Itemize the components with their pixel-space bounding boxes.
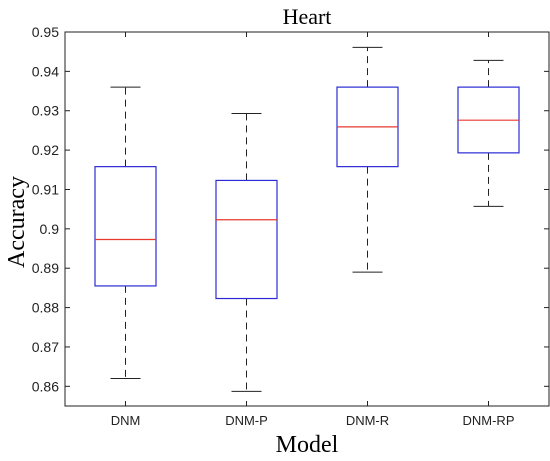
plot-frame	[64, 31, 550, 407]
y-tick-label: 0.9	[40, 221, 60, 237]
chart-title: Heart	[283, 4, 332, 29]
x-tick-label: DNM-P	[225, 413, 268, 428]
iqr-box	[94, 166, 157, 287]
box-series	[94, 46, 520, 392]
iqr-box	[215, 179, 278, 300]
x-axis-label: Model	[276, 432, 339, 458]
x-tick-label: DNM-R	[346, 413, 389, 428]
y-tick-label: 0.91	[32, 181, 59, 197]
x-tick-label: DNM-RP	[463, 413, 515, 428]
y-tick-label: 0.89	[32, 260, 59, 276]
box-dnm	[94, 86, 157, 379]
box-dnm-r	[336, 46, 399, 273]
y-tick-label: 0.95	[32, 24, 59, 40]
y-tick-label: 0.87	[32, 339, 59, 355]
box-dnm-p	[215, 112, 278, 392]
axis-ticks: 0.86 0.87 0.88 0.89 0.9 0.91 0.92 0.93 0.94 0.95 D…	[32, 24, 549, 428]
y-tick-label: 0.94	[32, 63, 59, 79]
y-tick-label: 0.92	[32, 142, 59, 158]
y-tick-label: 0.88	[32, 300, 59, 316]
x-tick-label: DNM	[111, 413, 141, 428]
box-dnm-rp	[457, 59, 520, 207]
y-axis-label: Accuracy	[4, 176, 30, 268]
y-tick-label: 0.93	[32, 103, 59, 119]
y-tick-label: 0.86	[32, 378, 59, 394]
